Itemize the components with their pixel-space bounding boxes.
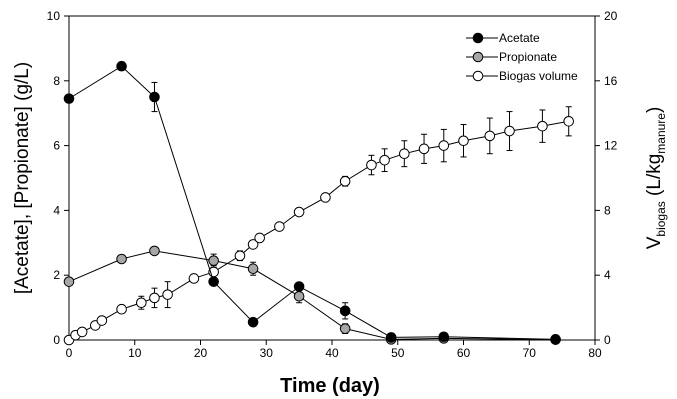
y-axis-right-label-sub1: biogas [654, 201, 668, 236]
y-left-tick-label: 4 [53, 203, 60, 217]
data-point [293, 290, 305, 302]
x-tick-label: 60 [457, 346, 471, 360]
data-point [438, 331, 450, 343]
data-point [537, 120, 548, 132]
data-point [63, 276, 75, 287]
data-point [116, 60, 127, 72]
data-point [563, 116, 575, 127]
legend-label: Biogas volume [499, 69, 578, 83]
legend-marker [472, 32, 484, 44]
x-tick-label: 30 [260, 346, 274, 360]
y-right-tick-label: 0 [604, 333, 611, 347]
data-point [247, 263, 259, 275]
y-right-tick-label: 4 [604, 268, 611, 282]
series-propionate [63, 245, 561, 345]
x-tick-label: 50 [391, 346, 405, 360]
data-point [247, 239, 259, 250]
y-axis-right-label-sub2: manure [654, 113, 668, 154]
data-point [234, 250, 246, 262]
data-point [504, 125, 515, 137]
data-point [458, 135, 469, 147]
data-point [76, 326, 88, 338]
legend-label: Acetate [499, 31, 540, 45]
data-point [149, 91, 160, 103]
y-axis-left-label: [Acetate], [Propionate] (g/L) [12, 62, 33, 294]
y-axis-right-label-end: ) [644, 107, 665, 113]
data-point [254, 232, 265, 244]
data-point [274, 221, 285, 232]
y-left-tick-label: 0 [53, 333, 60, 347]
data-point [149, 245, 160, 257]
data-point [484, 130, 496, 142]
data-point [339, 175, 351, 187]
x-tick-label: 70 [523, 346, 537, 360]
legend-marker [472, 51, 484, 63]
y-right-tick-label: 20 [604, 9, 618, 23]
x-tick-label: 80 [588, 346, 602, 360]
legend-marker [472, 70, 484, 82]
series-acetate [63, 60, 561, 345]
series-line [68, 250, 556, 341]
data-point [550, 334, 561, 345]
data-point [379, 154, 390, 166]
y-left-tick-label: 10 [47, 9, 61, 23]
data-point [293, 281, 305, 292]
data-point [116, 253, 127, 265]
legend-label: Propionate [499, 50, 557, 64]
y-left-tick-label: 8 [53, 74, 60, 88]
data-point [385, 332, 397, 343]
series-line [68, 65, 556, 340]
data-point [149, 292, 160, 304]
y-left-tick-label: 2 [53, 268, 60, 282]
x-tick-label: 40 [325, 346, 339, 360]
data-point [438, 140, 450, 151]
data-point [247, 316, 259, 328]
y-axis-right-label-mid: (L/kg [644, 154, 665, 202]
data-point [339, 305, 351, 317]
data-point [293, 206, 305, 218]
x-tick-label: 10 [128, 346, 142, 360]
data-point [162, 289, 173, 300]
data-point [208, 255, 219, 266]
y-right-tick-label: 8 [604, 203, 611, 217]
x-tick-label: 20 [194, 346, 208, 360]
data-point [188, 273, 200, 284]
data-point [399, 148, 410, 159]
y-axis-right-label-main: V [644, 236, 665, 249]
data-point [96, 315, 108, 326]
data-point [320, 192, 331, 203]
legend: Acetate Propionate Biogas volume [466, 31, 578, 83]
series-line [68, 120, 569, 341]
x-tick-label: 0 [66, 346, 73, 360]
series-layer [63, 60, 575, 346]
data-point [418, 143, 430, 155]
data-point [116, 303, 127, 315]
y-axis-right-label: Vbiogas (L/kgmanure) [644, 107, 668, 250]
x-axis-label: Time (day) [280, 375, 380, 397]
data-point [63, 93, 75, 104]
data-point [208, 276, 219, 287]
y-left-tick-label: 6 [53, 139, 60, 153]
series-biogas-volume [63, 106, 575, 346]
data-point [366, 159, 377, 171]
data-point [339, 323, 351, 334]
y-right-tick-label: 16 [604, 74, 618, 88]
y-right-tick-label: 12 [604, 139, 618, 153]
data-point [136, 297, 147, 309]
